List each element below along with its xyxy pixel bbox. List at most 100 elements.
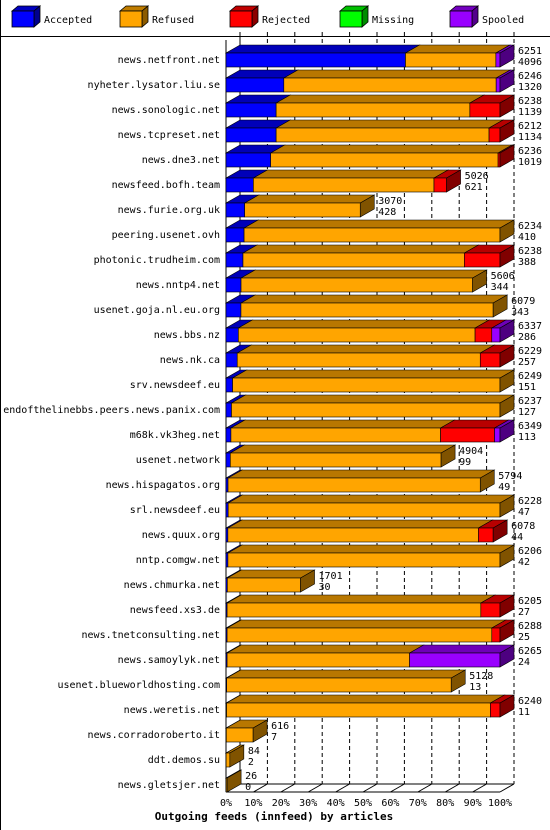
bar-segment-accepted (225, 252, 244, 268)
value-offered: 6228 (518, 496, 542, 507)
bar-segment-top-refused (239, 269, 488, 279)
bar-segment-top-refused (227, 494, 516, 504)
bar-segment-accepted (225, 127, 277, 143)
row-label: usenet.blueworldhosting.com (57, 680, 220, 691)
bar-segment-top-refused (225, 644, 425, 654)
bar-end-face (499, 644, 515, 668)
bar-segment-accepted (225, 402, 232, 418)
bar-segment-accepted (225, 302, 242, 318)
x-tick-label: 70% (409, 798, 427, 809)
legend-swatch (119, 10, 143, 28)
value-accepted: 13 (469, 682, 481, 693)
bar-segment-top-refused (230, 394, 516, 404)
bar-row: endofthelinebbs.peers.news.panix.com 6237… (3, 394, 542, 418)
bar-end-face (499, 244, 515, 268)
x-tick-label: 80% (436, 798, 454, 809)
bar-end-face (499, 694, 515, 718)
bar-end-face (499, 594, 515, 618)
bar-segment-accepted (225, 352, 238, 368)
bar-segment-refused (243, 227, 501, 243)
value-offered: 616 (271, 721, 289, 732)
bar-end-face (450, 669, 466, 693)
value-offered: 6206 (518, 546, 542, 557)
row-label: photonic.trudheim.com (94, 255, 220, 266)
row-label: news.bbs.nz (154, 330, 220, 341)
value-offered: 5606 (491, 271, 515, 282)
bar-end-face (440, 444, 456, 468)
value-accepted: 11 (518, 707, 530, 718)
row-label: news.tnetconsulting.net (82, 630, 220, 641)
bar-segment-rejected (491, 627, 501, 643)
bar-segment-refused (225, 752, 231, 768)
value-accepted: 257 (518, 357, 536, 368)
value-offered: 6337 (518, 321, 542, 332)
value-accepted: 1320 (518, 82, 542, 93)
bar-segment-top-refused (243, 194, 376, 204)
bar-end-face (499, 619, 515, 643)
bar-segment-accepted (225, 427, 232, 443)
value-accepted: 99 (459, 457, 471, 468)
value-accepted: 49 (498, 482, 510, 493)
row-label: news.dne3.net (142, 155, 220, 166)
row-label: news.corradoroberto.it (88, 730, 220, 741)
bar-segment-top-refused (225, 619, 507, 629)
bar-segment-accepted (225, 377, 233, 393)
bar-segment-top-refused (239, 294, 509, 304)
value-offered: 5794 (498, 471, 522, 482)
bar-end-face (499, 219, 515, 243)
row-label: news.chmurka.net (124, 580, 220, 591)
bar-segment-refused (283, 77, 497, 93)
row-label: news.nntp4.net (136, 280, 220, 291)
value-offered: 6078 (511, 521, 535, 532)
x-tick-label: 20% (272, 798, 290, 809)
bar-end-face (499, 369, 515, 393)
row-label: usenet.goja.nl.eu.org (94, 305, 220, 316)
bar-segment-refused (238, 327, 476, 343)
x-tick-label: 50% (354, 798, 372, 809)
bar-segment-top-refused (237, 319, 491, 329)
x-tick (335, 783, 350, 793)
value-offered: 6205 (518, 596, 542, 607)
bar-segment-rejected (479, 352, 501, 368)
row-label: news.furie.org.uk (118, 205, 220, 216)
bar-segment-accepted (225, 177, 254, 193)
value-offered: 6251 (518, 46, 542, 57)
value-offered: 6237 (518, 396, 542, 407)
bar-segment-top-refused (252, 169, 450, 179)
value-offered: 5026 (465, 171, 489, 182)
row-label: m68k.vk3heg.net (130, 430, 220, 441)
row-label: newsfeed.bofh.team (112, 180, 220, 191)
legend-item-refused: Refused (118, 5, 194, 28)
bar-segment-spooled (409, 652, 501, 668)
bar-segment-refused (232, 377, 501, 393)
x-tick (499, 783, 515, 793)
value-offered: 6236 (518, 146, 542, 157)
bar-end-face (499, 419, 515, 443)
row-label: newsfeed.xs3.de (130, 605, 220, 616)
bar-segment-rejected (464, 252, 501, 268)
bar-segment-refused (240, 302, 494, 318)
bar-end-face (226, 769, 242, 793)
bar-row: news.gletsjer.net 260 (118, 769, 257, 793)
value-accepted: 44 (511, 532, 523, 543)
bar-segment-refused (242, 252, 465, 268)
x-tick-label: 60% (381, 798, 399, 809)
value-accepted: 388 (518, 257, 536, 268)
legend: Accepted Refused Rejected Missing Spooled (10, 5, 524, 28)
bar-segment-refused (244, 202, 361, 218)
bar-segment-refused (405, 52, 497, 68)
bar-segment-top-refused (275, 94, 485, 104)
bar-segment-top-refused (231, 369, 516, 379)
bar-segment-accepted (225, 227, 245, 243)
row-label: news.hispagatos.org (106, 480, 220, 491)
x-tick-label: 30% (299, 798, 317, 809)
legend-item-accepted: Accepted (10, 5, 92, 28)
